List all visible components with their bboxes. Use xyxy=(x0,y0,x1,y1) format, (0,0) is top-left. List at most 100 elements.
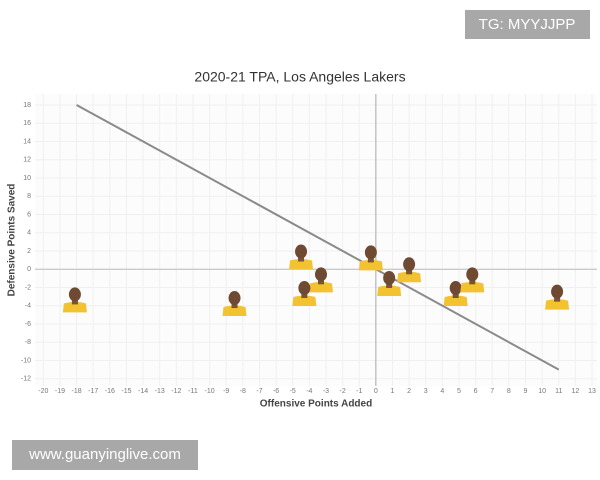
player-head xyxy=(383,270,396,285)
y-tick-label: -12 xyxy=(21,376,31,383)
x-tick-label: 12 xyxy=(571,388,579,395)
player-point xyxy=(377,270,402,296)
y-tick-label: 4 xyxy=(27,230,31,237)
watermark-box xyxy=(465,10,590,39)
player-head xyxy=(403,257,416,272)
player-head xyxy=(228,291,241,306)
y-tick-label: 8 xyxy=(27,193,31,200)
player-neck xyxy=(386,282,393,288)
player-head xyxy=(551,284,564,299)
player-neck xyxy=(301,293,308,299)
y-tick-label: -2 xyxy=(25,284,31,291)
player-head xyxy=(364,245,377,260)
player-point xyxy=(308,267,333,293)
player-jersey xyxy=(545,299,570,310)
y-tick-label: 14 xyxy=(23,138,31,145)
player-head xyxy=(295,244,308,259)
x-tick-label: -6 xyxy=(273,388,279,395)
x-tick-label: 3 xyxy=(424,388,428,395)
x-tick-label: 0 xyxy=(374,388,378,395)
x-tick-label: 6 xyxy=(474,388,478,395)
player-jersey xyxy=(62,301,87,313)
x-tick-label: -4 xyxy=(306,388,312,395)
player-point xyxy=(289,244,314,270)
watermark: www.guanyinglive.com xyxy=(28,446,181,463)
player-neck xyxy=(469,279,476,285)
x-tick-label: 7 xyxy=(490,388,494,395)
player-neck xyxy=(406,269,413,275)
y-tick-label: 0 xyxy=(27,266,31,273)
player-jersey xyxy=(222,305,247,317)
y-tick-label: -8 xyxy=(25,339,31,346)
player-jersey xyxy=(377,285,402,296)
player-neck xyxy=(367,257,374,263)
player-jersey xyxy=(460,281,485,293)
x-tick-label: 10 xyxy=(538,388,546,395)
x-tick-label: -7 xyxy=(256,388,262,395)
y-tick-label: 16 xyxy=(23,120,31,127)
player-point xyxy=(397,257,422,283)
x-tick-label: -5 xyxy=(290,388,296,395)
player-neck xyxy=(317,279,324,285)
x-tick-label: -10 xyxy=(205,388,215,395)
y-tick-label: 10 xyxy=(23,175,31,182)
y-tick-label: 18 xyxy=(23,102,31,109)
player-head xyxy=(466,267,479,282)
y-tick-label: -6 xyxy=(25,321,31,328)
player-head xyxy=(298,281,311,296)
watermark: TG: MYYJJPP xyxy=(479,16,576,33)
player-neck xyxy=(231,303,238,309)
chart-title: 2020-21 TPA, Los Angeles Lakers xyxy=(194,69,405,85)
x-axis-title: Offensive Points Added xyxy=(260,399,372,410)
y-tick-label: -10 xyxy=(21,357,31,364)
player-point xyxy=(443,281,468,307)
player-head xyxy=(449,281,462,296)
y-axis-title: Defensive Points Saved xyxy=(7,184,18,297)
player-jersey xyxy=(308,281,333,293)
player-point xyxy=(358,245,383,271)
x-tick-label: 8 xyxy=(507,388,511,395)
y-tick-label: 2 xyxy=(27,248,31,255)
x-tick-label: 2 xyxy=(407,388,411,395)
y-tick-label: -4 xyxy=(25,303,31,310)
x-tick-label: -16 xyxy=(105,388,115,395)
x-tick-label: -15 xyxy=(121,388,131,395)
x-tick-label: 1 xyxy=(391,388,395,395)
y-tick-label: 12 xyxy=(23,157,31,164)
player-neck xyxy=(554,296,561,302)
player-neck xyxy=(298,256,305,262)
watermark-box xyxy=(12,440,198,470)
player-point xyxy=(62,287,87,313)
player-point xyxy=(545,284,570,310)
player-neck xyxy=(71,299,78,305)
player-head xyxy=(314,267,327,282)
y-tick-label: 6 xyxy=(27,211,31,218)
x-tick-label: 13 xyxy=(588,388,596,395)
x-tick-label: 11 xyxy=(555,388,562,395)
x-tick-label: 9 xyxy=(524,388,528,395)
player-jersey xyxy=(443,295,468,307)
player-jersey xyxy=(397,271,422,283)
player-head xyxy=(68,287,81,302)
x-tick-label: -14 xyxy=(138,388,148,395)
x-tick-label: -2 xyxy=(339,388,345,395)
x-tick-label: -11 xyxy=(188,388,198,395)
trend-line xyxy=(76,104,560,371)
player-point xyxy=(460,267,485,293)
player-neck xyxy=(452,293,459,299)
x-tick-label: -20 xyxy=(38,388,48,395)
x-tick-label: -19 xyxy=(55,388,65,395)
x-tick-label: 4 xyxy=(440,388,444,395)
player-point xyxy=(292,281,317,307)
x-tick-label: -17 xyxy=(88,388,98,395)
player-jersey xyxy=(358,259,383,271)
x-tick-label: -9 xyxy=(223,388,229,395)
x-tick-label: 5 xyxy=(457,388,461,395)
player-jersey xyxy=(289,259,314,270)
x-tick-label: -1 xyxy=(356,388,362,395)
plot-area xyxy=(35,94,597,386)
x-tick-label: -18 xyxy=(72,388,82,395)
x-tick-label: -8 xyxy=(240,388,246,395)
